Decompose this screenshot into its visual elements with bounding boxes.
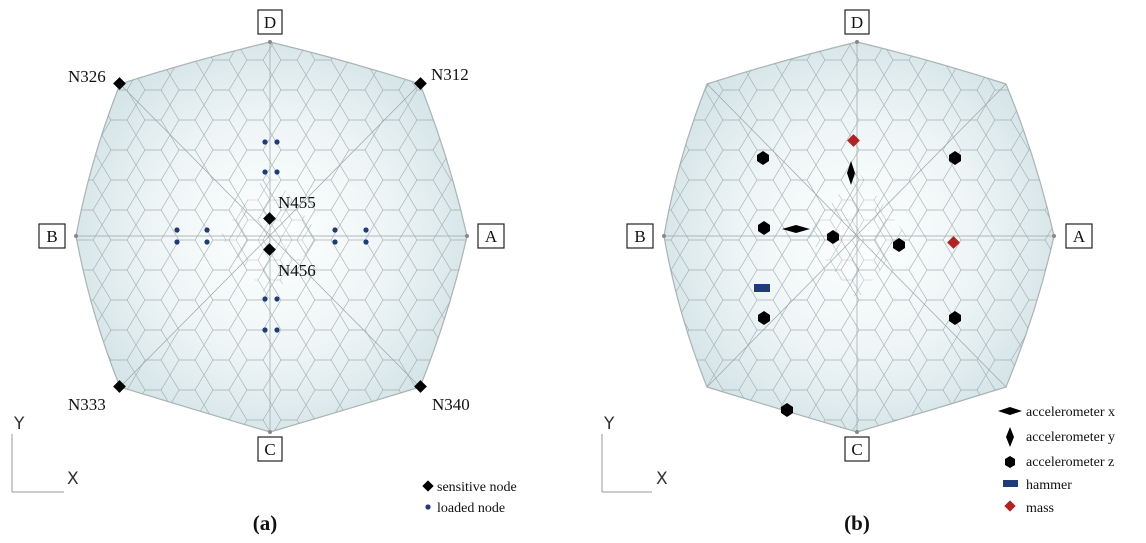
legend-symbol-accelerometer-x: [998, 407, 1022, 415]
legend-symbol-sensitive: [422, 480, 434, 492]
legend-label-mass: mass: [1026, 501, 1054, 516]
accelerometer-z: [758, 221, 770, 235]
loaded-node: [174, 239, 180, 245]
accelerometer-z-markers: [757, 151, 961, 417]
sensitive-node-n312: [414, 77, 427, 90]
accelerometer-z: [827, 230, 839, 244]
loaded-node: [274, 296, 280, 302]
panel-a: D C B A N326 N312 N333 N340 N455 N456: [11, 9, 517, 535]
node-label-n456: N456: [278, 261, 316, 280]
axis-label-y: Y: [603, 414, 615, 434]
tip-marker: [662, 234, 666, 238]
direction-box-bottom: [844, 436, 870, 462]
direction-box-bottom: [257, 436, 283, 462]
direction-label-left: B: [46, 227, 57, 246]
loaded-node: [262, 327, 268, 333]
accelerometer-z: [758, 311, 770, 325]
accelerometer-z: [893, 238, 905, 252]
caption-a: (a): [253, 511, 278, 535]
loaded-node: [204, 239, 210, 245]
loaded-node: [274, 327, 280, 333]
loaded-nodes-a: [174, 139, 369, 333]
legend-label-accelerometer-z: accelerometer z: [1026, 455, 1114, 470]
axis-label-x: X: [656, 469, 668, 489]
direction-box-left: [626, 223, 654, 249]
hammer-marker: [754, 284, 770, 292]
legend-label-sensitive: sensitive node: [437, 480, 517, 495]
node-label-n455: N455: [278, 193, 316, 212]
loaded-node: [363, 239, 369, 245]
legend-label-hammer: hammer: [1026, 478, 1072, 493]
direction-label-right: A: [485, 227, 498, 246]
direction-box-left: [38, 223, 66, 249]
loaded-node: [363, 227, 369, 233]
tip-marker: [74, 234, 78, 238]
legend-symbol-loaded: [425, 504, 431, 510]
tip-marker: [1052, 234, 1056, 238]
legend-symbol-hammer: [1003, 480, 1018, 487]
sensitive-node-n333: [113, 380, 126, 393]
axis-triad-a: Y X: [11, 414, 79, 493]
loaded-node: [262, 139, 268, 145]
sensitive-node-n340: [414, 380, 427, 393]
axis-label-x: X: [67, 469, 79, 489]
direction-label-top: D: [851, 13, 863, 32]
mesh-spokes-b: [664, 42, 1054, 432]
accelerometer-z: [781, 403, 793, 417]
node-label-n333: N333: [68, 395, 106, 414]
direction-label-right: A: [1073, 227, 1086, 246]
legend-a: sensitive node loaded node: [422, 480, 517, 516]
legend-symbol-mass: [1004, 500, 1016, 512]
tip-marker: [855, 40, 859, 44]
loaded-node: [174, 227, 180, 233]
loaded-node: [274, 139, 280, 145]
direction-box-right: [477, 223, 505, 249]
tip-marker: [268, 40, 272, 44]
loaded-node: [274, 169, 280, 175]
legend-label-accelerometer-x: accelerometer x: [1026, 405, 1115, 420]
axis-triad-b: Y X: [601, 414, 668, 493]
accelerometer-x: [782, 225, 810, 233]
loaded-node: [204, 227, 210, 233]
loaded-node: [262, 296, 268, 302]
node-label-n340: N340: [432, 395, 470, 414]
node-label-n326: N326: [68, 67, 106, 86]
legend-symbol-accelerometer-z: [1005, 456, 1015, 468]
legend-b: accelerometer x accelerometer y accelero…: [998, 405, 1115, 516]
legend-label-accelerometer-y: accelerometer y: [1026, 430, 1115, 445]
sensitive-node-n456: [263, 243, 276, 256]
direction-label-bottom: C: [264, 440, 275, 459]
accelerometer-y: [847, 161, 855, 185]
direction-label-left: B: [634, 227, 645, 246]
legend-symbol-accelerometer-y: [1006, 427, 1014, 447]
direction-label-bottom: C: [851, 440, 862, 459]
loaded-node: [332, 227, 338, 233]
direction-label-top: D: [264, 13, 276, 32]
accelerometer-z: [757, 151, 769, 165]
caption-b: (b): [844, 511, 870, 535]
mesh-spokes-a: [76, 42, 467, 432]
tip-marker: [855, 430, 859, 434]
direction-box-top: [257, 9, 283, 35]
accelerometer-z: [949, 311, 961, 325]
legend-label-loaded: loaded node: [437, 501, 505, 516]
node-label-n312: N312: [431, 65, 469, 84]
axis-label-y: Y: [13, 414, 25, 434]
direction-box-right: [1065, 223, 1093, 249]
loaded-node: [332, 239, 338, 245]
accelerometer-z: [949, 151, 961, 165]
sensitive-node-n455: [263, 212, 276, 225]
loaded-node: [262, 169, 268, 175]
tip-marker: [465, 234, 469, 238]
panel-b: D C B A Y X: [601, 9, 1115, 535]
tip-marker: [268, 430, 272, 434]
direction-box-top: [844, 9, 870, 35]
